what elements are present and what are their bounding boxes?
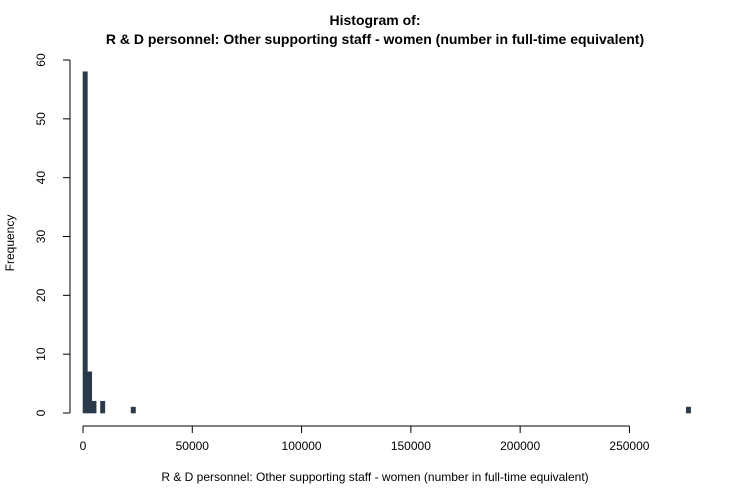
y-tick-label: 40 (34, 171, 48, 185)
y-tick-label: 50 (34, 112, 48, 126)
histogram-bar (130, 406, 136, 414)
y-axis-label: Frequency (3, 214, 17, 272)
x-tick-label: 150000 (391, 439, 431, 453)
y-tick-label: 20 (34, 288, 48, 302)
x-axis-label: R & D personnel: Other supporting staff … (161, 470, 589, 484)
y-tick-label: 10 (34, 347, 48, 361)
chart-title-line-1: Histogram of: (329, 12, 421, 28)
x-tick-label: 50000 (176, 439, 210, 453)
histogram-bar (87, 371, 93, 414)
histogram-bar (100, 400, 106, 414)
x-tick-label: 100000 (282, 439, 322, 453)
chart-title-line-2: R & D personnel: Other supporting staff … (105, 31, 645, 47)
x-tick-label: 0 (80, 439, 87, 453)
y-tick-label: 30 (34, 230, 48, 244)
y-axis: 0 10 20 30 40 50 60 (34, 53, 71, 416)
bars-layer (82, 71, 691, 414)
x-tick-label: 250000 (609, 439, 649, 453)
histogram-bar (685, 406, 691, 414)
histogram-bar (82, 71, 88, 414)
x-tick-label: 200000 (500, 439, 540, 453)
histogram-bar (91, 400, 97, 414)
y-tick-label: 0 (34, 409, 48, 416)
y-tick-label: 60 (34, 53, 48, 67)
x-axis: 0 50000 100000 150000 200000 250000 (80, 425, 650, 453)
